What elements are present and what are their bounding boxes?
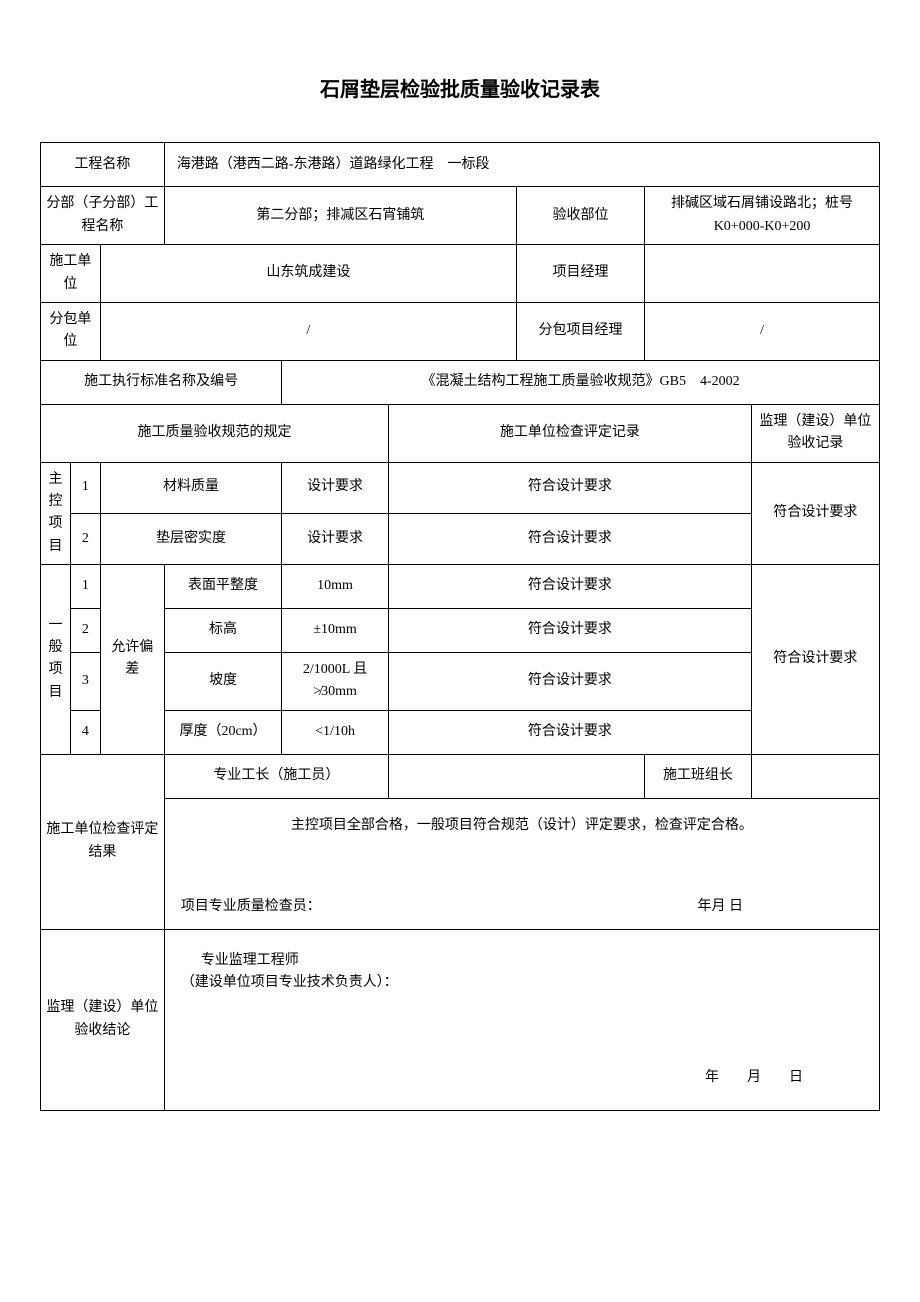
gen-name-1: 表面平整度 bbox=[164, 565, 281, 609]
value-sub-pm: / bbox=[645, 302, 880, 360]
conclusion-text: 主控项目全部合格，一般项目符合规范（设计）评定要求，检查评定合格。 bbox=[181, 809, 863, 837]
label-standard: 施工执行标准名称及编号 bbox=[41, 360, 282, 404]
conclusion-cell: 主控项目全部合格，一般项目符合规范（设计）评定要求，检查评定合格。 项目专业质量… bbox=[164, 798, 879, 929]
label-main-item: 主控项目 bbox=[41, 462, 71, 565]
gen-tol-4: <1/10h bbox=[282, 710, 389, 754]
value-standard: 《混凝土结构工程施工质量验收规范》GB5 4-2002 bbox=[282, 360, 880, 404]
value-foreman bbox=[388, 754, 644, 798]
gen-supervisor: 符合设计要求 bbox=[751, 565, 879, 755]
main-item-req-1: 设计要求 bbox=[282, 462, 389, 513]
main-item-req-2: 设计要求 bbox=[282, 513, 389, 564]
gen-check-2: 符合设计要求 bbox=[388, 609, 751, 653]
label-sub-project: 分部（子分部）工程名称 bbox=[41, 187, 165, 245]
gen-check-1: 符合设计要求 bbox=[388, 565, 751, 609]
label-subcontractor: 分包单位 bbox=[41, 302, 101, 360]
inspector-label: 项目专业质量检查员： bbox=[181, 896, 321, 918]
gen-no-2: 2 bbox=[70, 609, 100, 653]
gen-no-3: 3 bbox=[70, 653, 100, 711]
gen-no-1: 1 bbox=[70, 565, 100, 609]
label-construction-unit: 施工单位 bbox=[41, 245, 101, 303]
value-project-manager bbox=[645, 245, 880, 303]
label-unit-result: 施工单位检查评定结果 bbox=[41, 754, 165, 929]
main-item-supervisor: 符合设计要求 bbox=[751, 462, 879, 565]
value-team-leader bbox=[751, 754, 879, 798]
label-project-name: 工程名称 bbox=[41, 143, 165, 187]
gen-tol-2: ±10mm bbox=[282, 609, 389, 653]
supervisor-eng-1: 专业监理工程师 bbox=[181, 950, 863, 972]
main-item-no-2: 2 bbox=[70, 513, 100, 564]
main-item-name-1: 材料质量 bbox=[100, 462, 281, 513]
label-unit-check: 施工单位检查评定记录 bbox=[388, 404, 751, 462]
main-item-name-2: 垫层密实度 bbox=[100, 513, 281, 564]
supervisor-sig-cell: 专业监理工程师 （建设单位项目专业技术负责人）： 年 月 日 bbox=[164, 929, 879, 1110]
document-title: 石屑垫层检验批质量验收记录表 bbox=[40, 73, 880, 102]
gen-name-4: 厚度（20cm） bbox=[164, 710, 281, 754]
gen-check-4: 符合设计要求 bbox=[388, 710, 751, 754]
inspection-table: 工程名称 海港路（港西二路-东港路）道路绿化工程 一标段 分部（子分部）工程名称… bbox=[40, 142, 880, 1110]
value-sub-project: 第二分部；排减区石宵铺筑 bbox=[164, 187, 516, 245]
value-acceptance-part: 排碱区域石屑铺设路北；桩号 K0+000-K0+200 bbox=[645, 187, 880, 245]
gen-tol-1: 10mm bbox=[282, 565, 389, 609]
gen-tol-3: 2/1000L 且≯30mm bbox=[282, 653, 389, 711]
label-spec-rule: 施工质量验收规范的规定 bbox=[41, 404, 389, 462]
main-item-no-1: 1 bbox=[70, 462, 100, 513]
label-tolerance: 允许偏差 bbox=[100, 565, 164, 755]
main-item-check-2: 符合设计要求 bbox=[388, 513, 751, 564]
supervisor-eng-2: （建设单位项目专业技术负责人）： bbox=[181, 972, 863, 994]
gen-check-3: 符合设计要求 bbox=[388, 653, 751, 711]
label-supervisor-check: 监理（建设）单位验收记录 bbox=[751, 404, 879, 462]
label-team-leader: 施工班组长 bbox=[645, 754, 752, 798]
label-sub-pm: 分包项目经理 bbox=[517, 302, 645, 360]
gen-name-3: 坡度 bbox=[164, 653, 281, 711]
label-project-manager: 项目经理 bbox=[517, 245, 645, 303]
document-page: 石屑垫层检验批质量验收记录表 工程名称 海港路（港西二路-东港路）道路绿化工程 … bbox=[40, 73, 880, 1110]
inspector-date: 年月 日 bbox=[698, 896, 864, 918]
supervisor-date: 年 月 日 bbox=[181, 1067, 863, 1089]
label-general-item: 一般项目 bbox=[41, 565, 71, 755]
value-project-name: 海港路（港西二路-东港路）道路绿化工程 一标段 bbox=[164, 143, 879, 187]
main-item-check-1: 符合设计要求 bbox=[388, 462, 751, 513]
label-supervisor-result: 监理（建设）单位验收结论 bbox=[41, 929, 165, 1110]
gen-no-4: 4 bbox=[70, 710, 100, 754]
label-foreman: 专业工长（施工员） bbox=[164, 754, 388, 798]
gen-name-2: 标高 bbox=[164, 609, 281, 653]
label-acceptance-part: 验收部位 bbox=[517, 187, 645, 245]
value-subcontractor: / bbox=[100, 302, 516, 360]
value-construction-unit: 山东筑成建设 bbox=[100, 245, 516, 303]
